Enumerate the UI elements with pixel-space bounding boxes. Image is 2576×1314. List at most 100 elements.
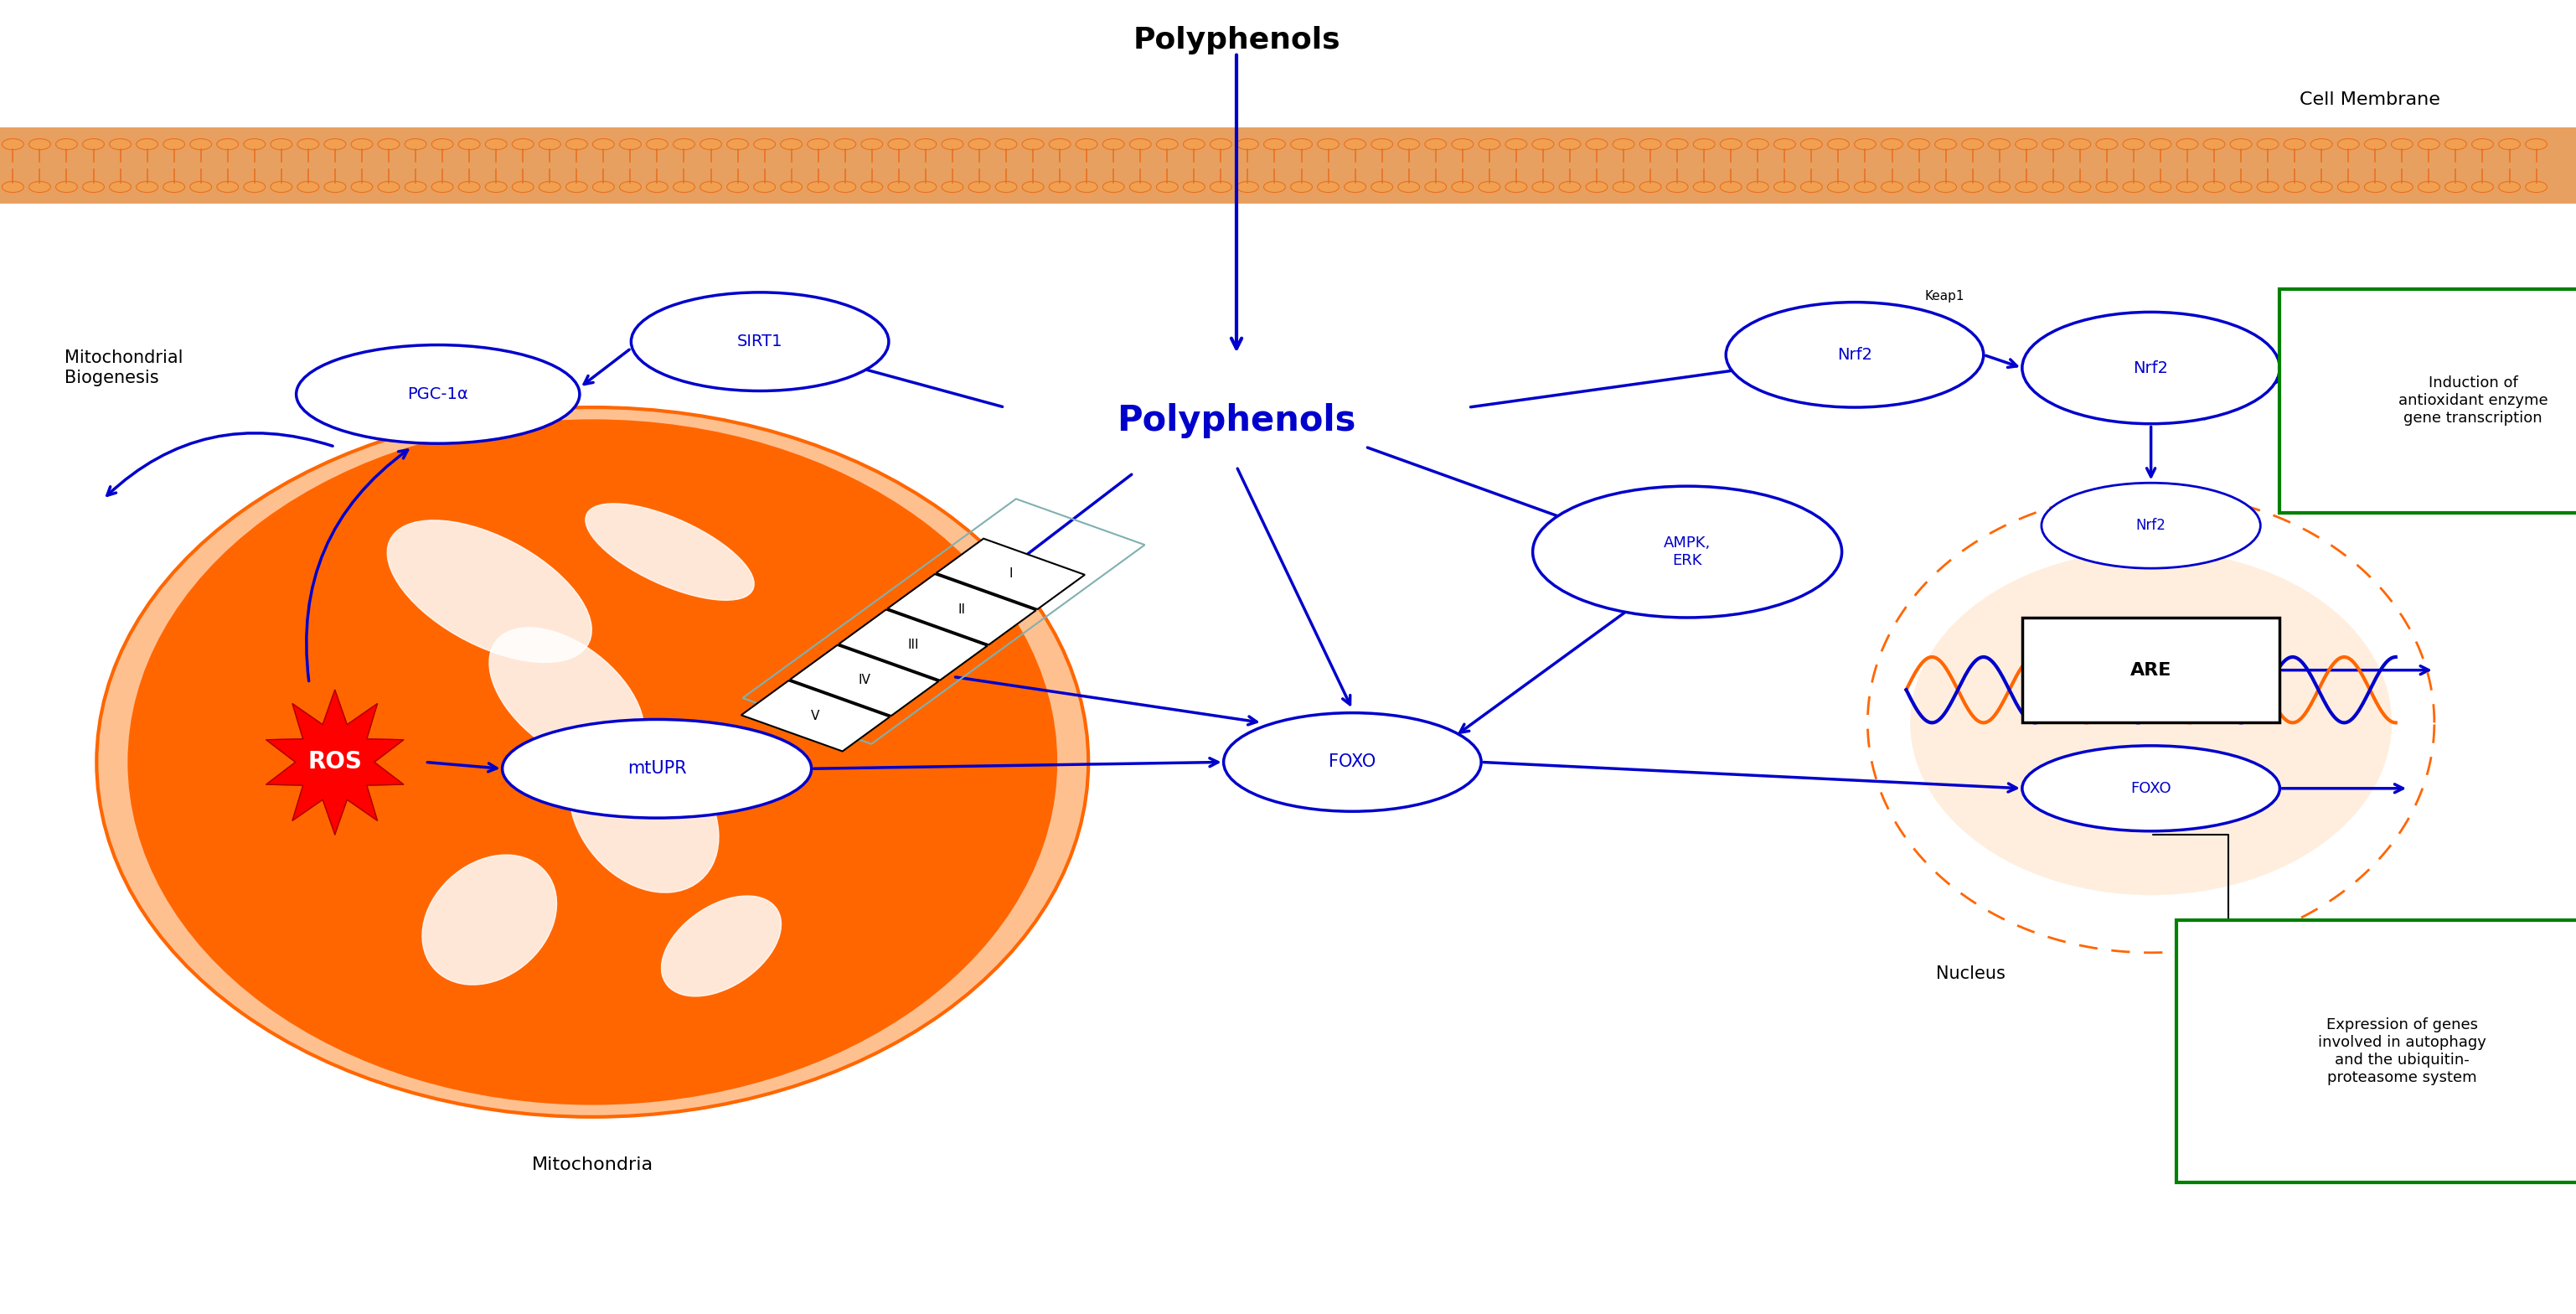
Circle shape	[2043, 181, 2063, 192]
Circle shape	[2069, 139, 2092, 150]
Circle shape	[404, 181, 428, 192]
Text: Nrf2: Nrf2	[2133, 360, 2169, 376]
Circle shape	[350, 181, 374, 192]
Circle shape	[1077, 181, 1097, 192]
Circle shape	[2445, 181, 2468, 192]
Circle shape	[350, 139, 374, 150]
Circle shape	[1989, 139, 2009, 150]
Circle shape	[914, 139, 938, 150]
Ellipse shape	[569, 737, 719, 892]
Circle shape	[2365, 181, 2385, 192]
Circle shape	[1425, 181, 1448, 192]
Circle shape	[647, 139, 667, 150]
Ellipse shape	[1224, 714, 1481, 812]
Circle shape	[1855, 181, 1875, 192]
Circle shape	[1316, 181, 1340, 192]
Circle shape	[2419, 139, 2439, 150]
Circle shape	[2419, 181, 2439, 192]
Text: Cell Membrane: Cell Membrane	[2300, 91, 2439, 108]
Circle shape	[2311, 181, 2331, 192]
Ellipse shape	[98, 407, 1087, 1117]
Circle shape	[2365, 139, 2385, 150]
Circle shape	[2097, 181, 2117, 192]
Circle shape	[1587, 139, 1607, 150]
Circle shape	[835, 139, 855, 150]
Circle shape	[2257, 139, 2280, 150]
Circle shape	[3, 181, 23, 192]
Circle shape	[2285, 139, 2306, 150]
Circle shape	[108, 181, 131, 192]
Circle shape	[1613, 139, 1633, 150]
Circle shape	[1587, 181, 1607, 192]
Circle shape	[1747, 181, 1770, 192]
Text: Induction of
antioxidant enzyme
gene transcription: Induction of antioxidant enzyme gene tra…	[2398, 376, 2548, 426]
Text: AMPK,
ERK: AMPK, ERK	[1664, 536, 1710, 568]
Circle shape	[618, 181, 641, 192]
Circle shape	[2069, 181, 2092, 192]
Circle shape	[245, 181, 265, 192]
Circle shape	[567, 139, 587, 150]
Circle shape	[2336, 139, 2360, 150]
Circle shape	[1265, 139, 1285, 150]
Circle shape	[513, 139, 533, 150]
Ellipse shape	[2022, 311, 2280, 424]
Text: Mitochondria: Mitochondria	[531, 1156, 654, 1173]
Ellipse shape	[631, 293, 889, 392]
Circle shape	[1721, 181, 1741, 192]
Circle shape	[592, 139, 613, 150]
Ellipse shape	[422, 855, 556, 984]
Circle shape	[2391, 139, 2414, 150]
Circle shape	[325, 181, 345, 192]
Circle shape	[216, 139, 240, 150]
Circle shape	[914, 181, 938, 192]
Circle shape	[296, 181, 319, 192]
Circle shape	[701, 181, 721, 192]
Circle shape	[404, 139, 428, 150]
Circle shape	[1316, 139, 1340, 150]
Circle shape	[1479, 139, 1499, 150]
Circle shape	[2499, 181, 2519, 192]
Circle shape	[2391, 181, 2414, 192]
Circle shape	[755, 181, 775, 192]
Circle shape	[672, 181, 696, 192]
Circle shape	[969, 139, 989, 150]
Circle shape	[1399, 139, 1419, 150]
Circle shape	[1667, 139, 1687, 150]
Circle shape	[2043, 139, 2063, 150]
Circle shape	[2123, 181, 2143, 192]
Circle shape	[2014, 181, 2038, 192]
Ellipse shape	[2022, 746, 2280, 832]
Circle shape	[3, 139, 23, 150]
Circle shape	[1370, 139, 1394, 150]
Circle shape	[2445, 139, 2468, 150]
Circle shape	[1399, 181, 1419, 192]
Circle shape	[835, 181, 855, 192]
Circle shape	[1453, 139, 1473, 150]
Circle shape	[2473, 181, 2494, 192]
Text: Expression of genes
involved in autophagy
and the ubiquitin-
proteasome system: Expression of genes involved in autophag…	[2318, 1017, 2486, 1085]
Circle shape	[1504, 139, 1528, 150]
Circle shape	[1826, 139, 1850, 150]
Circle shape	[1826, 181, 1850, 192]
Circle shape	[2148, 139, 2172, 150]
Ellipse shape	[129, 420, 1056, 1104]
Ellipse shape	[585, 503, 755, 600]
Text: V: V	[811, 710, 819, 723]
Circle shape	[2202, 181, 2226, 192]
Circle shape	[1558, 181, 1582, 192]
Circle shape	[1989, 181, 2009, 192]
Circle shape	[1048, 181, 1072, 192]
Circle shape	[1479, 181, 1499, 192]
Circle shape	[137, 181, 157, 192]
Circle shape	[1909, 181, 1929, 192]
Circle shape	[1533, 139, 1553, 150]
Circle shape	[191, 139, 211, 150]
Text: FOXO: FOXO	[1329, 754, 1376, 770]
Text: ROS: ROS	[307, 750, 363, 774]
Circle shape	[860, 139, 884, 150]
Circle shape	[994, 139, 1018, 150]
Circle shape	[1721, 139, 1741, 150]
Circle shape	[2257, 181, 2280, 192]
Circle shape	[2177, 181, 2197, 192]
FancyBboxPatch shape	[935, 539, 1084, 610]
